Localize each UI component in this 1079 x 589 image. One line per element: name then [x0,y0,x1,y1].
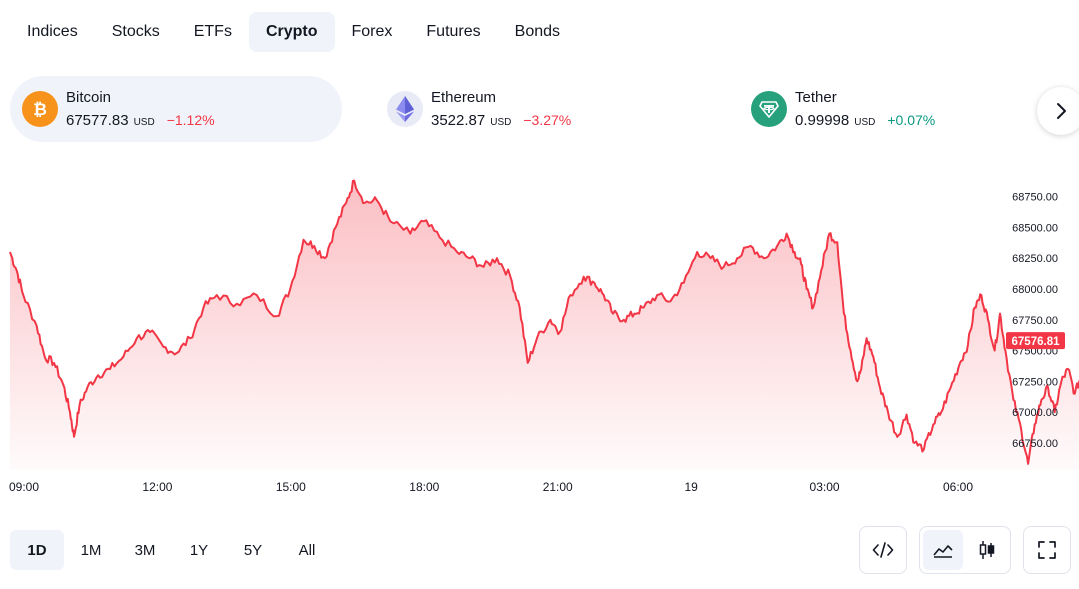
price-chart[interactable]: 68750.00 68500.00 68250.00 68000.00 67750.00… [0,170,1079,510]
period-1m[interactable]: 1M [80,541,102,559]
code-icon [872,542,894,558]
y-tick-label: 68500.00 [1012,222,1058,234]
last-price-label: 67576.81 [1012,336,1061,348]
x-tick-label: 06:00 [943,480,973,494]
fullscreen-button[interactable] [1023,526,1071,574]
asset-name: Bitcoin [66,89,112,106]
tab-crypto[interactable]: Crypto [248,12,335,52]
y-tick-label: 67750.00 [1012,315,1058,327]
x-tick-label: 03:00 [810,480,840,494]
period-5y[interactable]: 5Y [243,541,263,559]
tab-futures[interactable]: Futures [426,23,481,40]
x-tick-label: 12:00 [142,480,172,494]
asset-name: Ethereum [431,89,497,106]
x-tick-label: 19 [684,480,698,494]
ethereum-icon [387,91,423,127]
y-tick-label: 67000.00 [1012,407,1058,419]
asset-quote: 67577.83 USD −1.12% [66,112,215,129]
x-tick-label: 09:00 [9,480,39,494]
y-tick-label: 68250.00 [1012,253,1058,265]
asset-info: Tether 0.99998 USD +0.07% [795,89,935,129]
price-area-fill [10,180,1079,470]
period-selector: 1D 1M 3M 1Y 5Y All [10,530,334,570]
period-1d[interactable]: 1D [10,530,64,570]
tether-icon [751,91,787,127]
asset-card-tether[interactable]: Tether 0.99998 USD +0.07% [739,76,1029,142]
asset-price: 67577.83 [66,112,129,129]
last-price-badge [1006,332,1065,350]
chevron-right-icon [1057,103,1066,119]
candles-chart-button[interactable] [967,530,1007,570]
asset-price: 3522.87 [431,112,486,129]
price-line [9,179,1079,465]
asset-name: Tether [795,89,837,106]
x-tick-label: 21:00 [543,480,573,494]
y-tick-label: 66750.00 [1012,438,1058,450]
chart-style-switch [919,526,1011,574]
tab-bonds[interactable]: Bonds [514,23,561,40]
asset-unit: USD [854,117,876,128]
asset-change: −1.12% [166,112,215,128]
period-1y[interactable]: 1Y [189,541,209,559]
asset-change: −3.27% [523,112,572,128]
asset-change: +0.07% [887,112,936,128]
tab-indices[interactable]: Indices [27,23,78,40]
embed-button[interactable] [859,526,907,574]
asset-info: Ethereum 3522.87 USD −3.27% [431,89,571,129]
candlestick-icon [979,541,995,559]
next-assets-button[interactable] [1037,87,1079,135]
y-tick-label: 67250.00 [1012,376,1058,388]
area-chart-button[interactable] [923,530,963,570]
asset-card-ethereum[interactable]: Ethereum 3522.87 USD −3.27% [375,76,675,142]
tab-etfs[interactable]: ETFs [193,23,232,40]
bitcoin-icon: ₿ [22,91,58,127]
asset-price: 0.99998 [795,112,850,129]
asset-quote: 3522.87 USD −3.27% [431,112,571,129]
asset-card-bitcoin[interactable]: ₿ Bitcoin 67577.83 USD −1.12% [10,76,342,142]
svg-text:₿: ₿ [33,100,47,119]
x-tick-label: 18:00 [409,480,439,494]
asset-quote: 0.99998 USD +0.07% [795,112,935,129]
tab-stocks[interactable]: Stocks [111,23,160,40]
period-3m[interactable]: 3M [134,541,156,559]
asset-unit: USD [490,117,512,128]
tab-forex[interactable]: Forex [351,23,393,40]
asset-info: Bitcoin 67577.83 USD −1.12% [66,89,215,129]
market-tabs: Indices Stocks ETFs Crypto Forex Futures… [10,12,577,52]
y-tick-label: 68750.00 [1012,192,1058,204]
asset-unit: USD [133,117,155,128]
area-chart-icon [933,545,953,558]
x-tick-label: 15:00 [276,480,306,494]
y-tick-label: 68000.00 [1012,284,1058,296]
period-all[interactable]: All [298,541,316,559]
fullscreen-icon [1038,541,1056,559]
